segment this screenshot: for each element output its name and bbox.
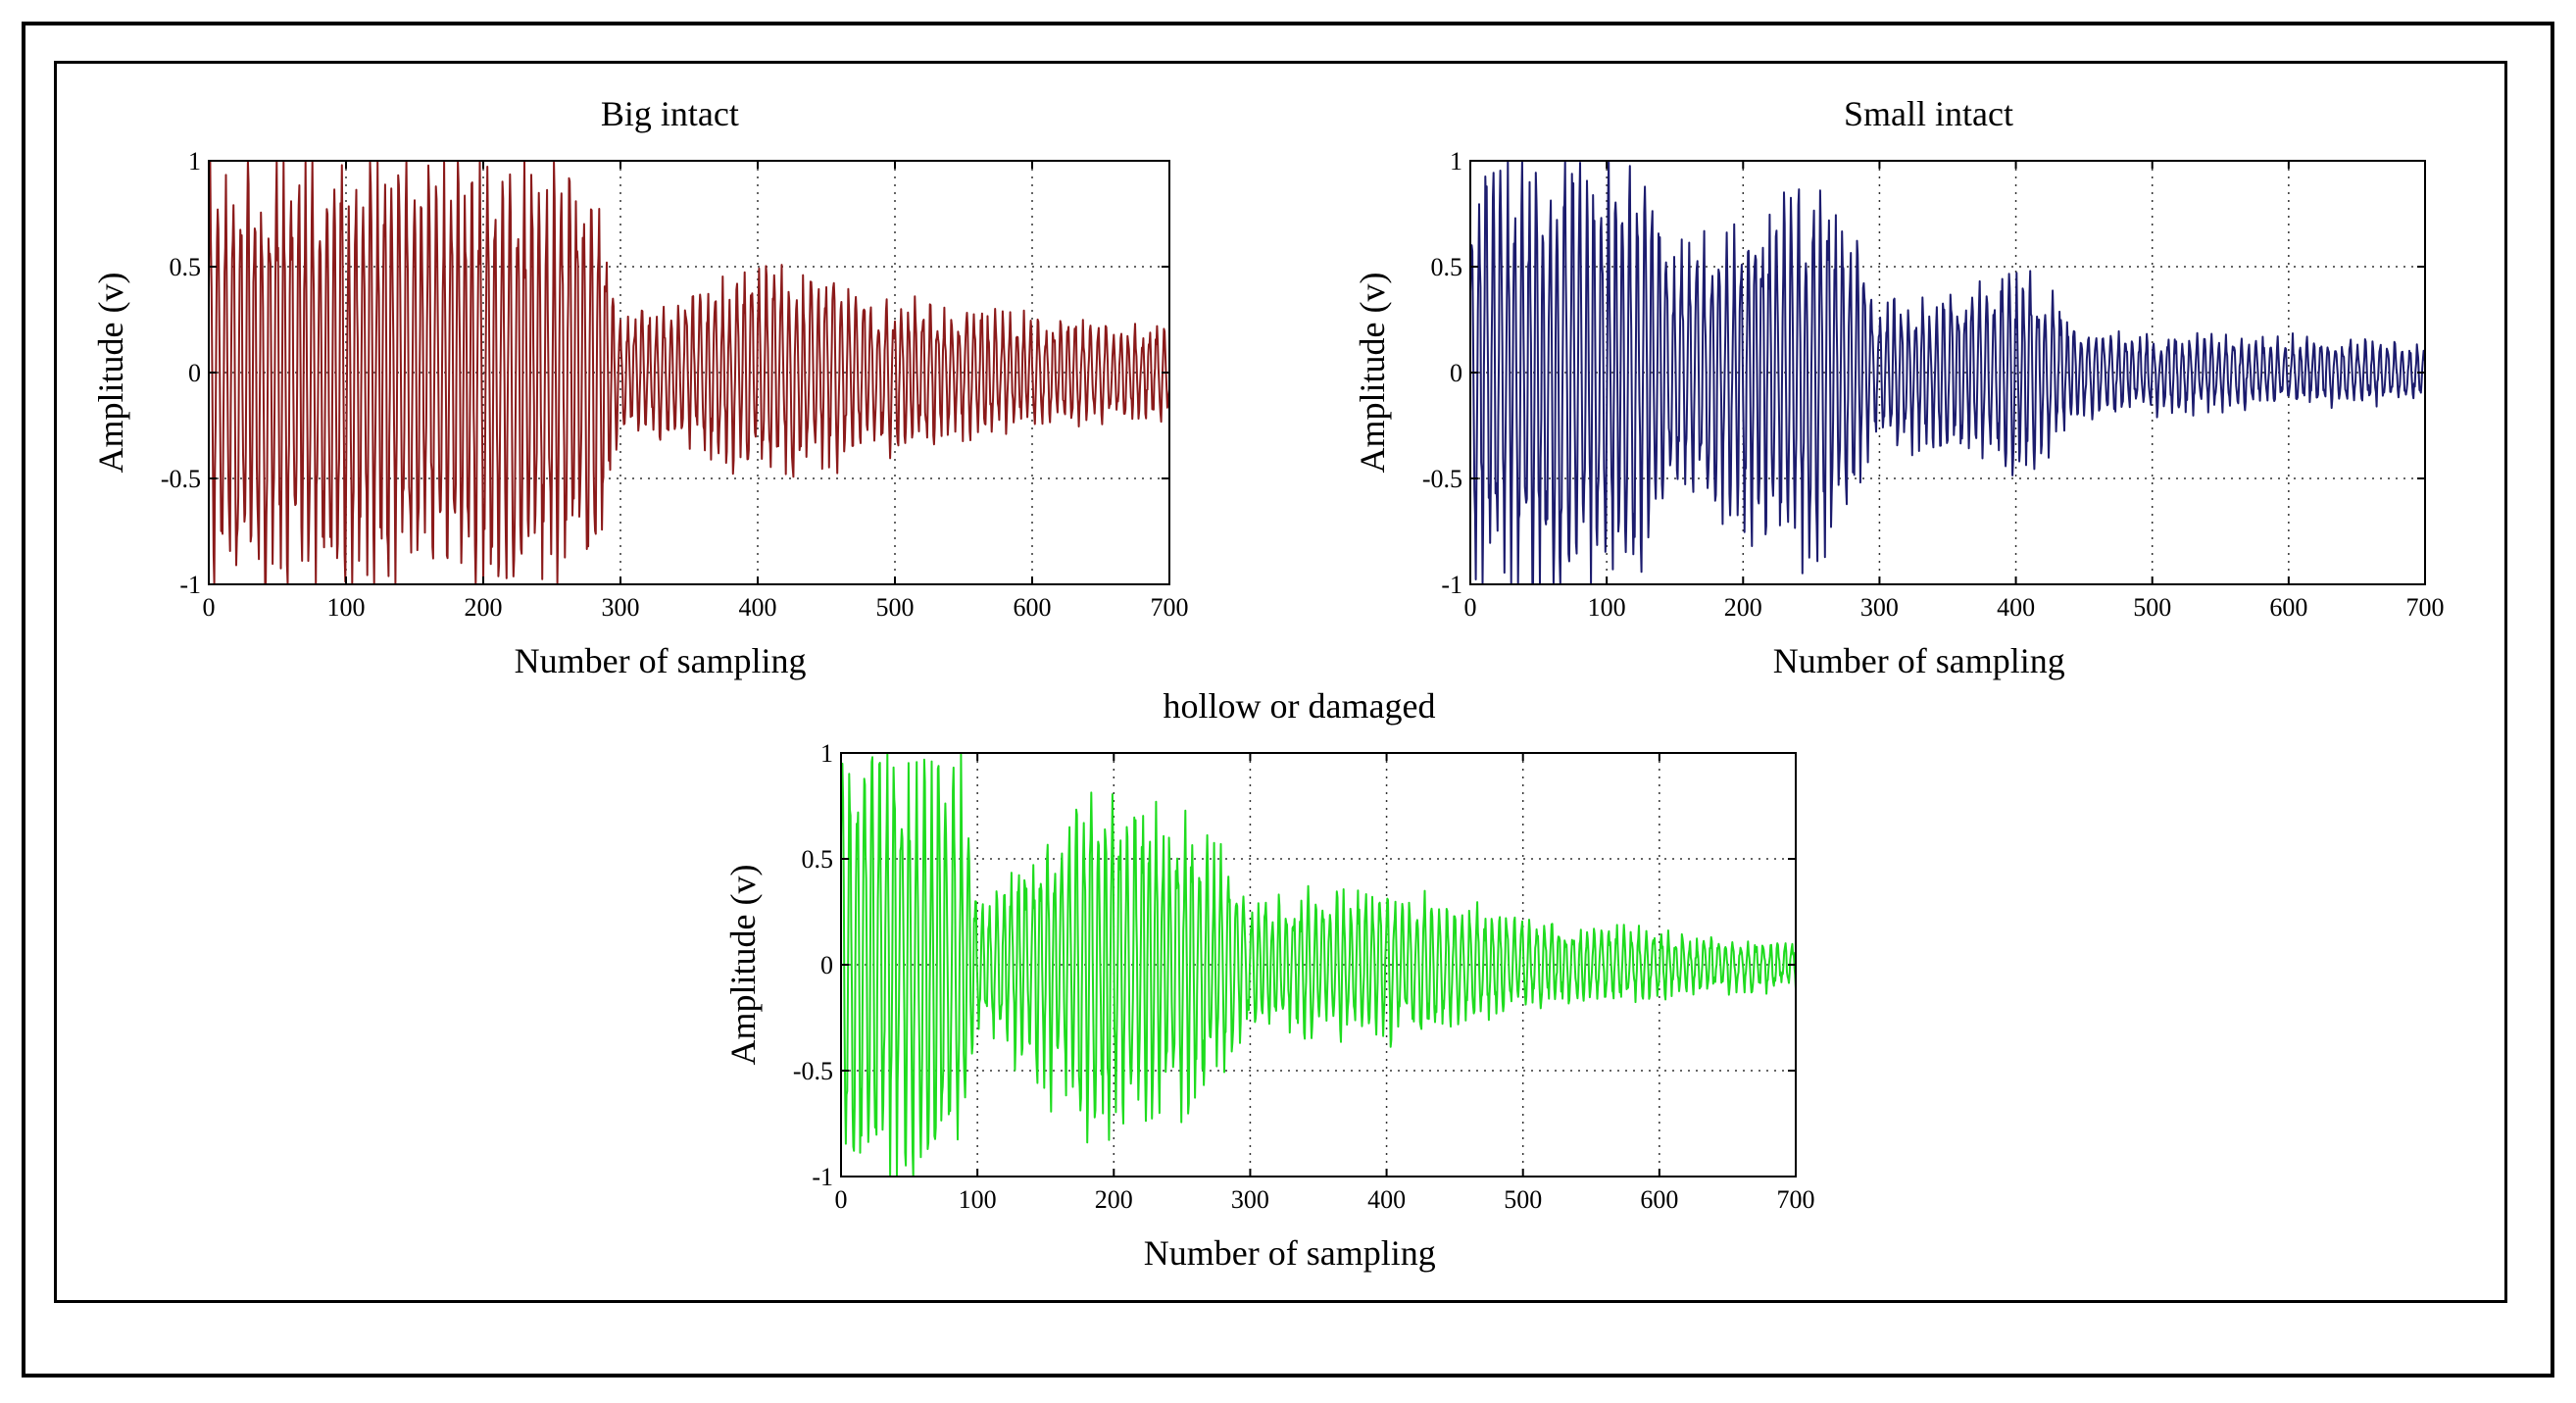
y-tick-label: 0 (820, 951, 833, 979)
chart-3: hollow or damaged 0 100 200 300 400 500 600 700 -… (723, 686, 1815, 1273)
x-tick-label: 0 (203, 593, 216, 622)
x-tick-label: 100 (959, 1185, 997, 1214)
series-line (840, 752, 1797, 1178)
x-tick-label: 200 (1724, 593, 1762, 622)
x-tick-label: 400 (1997, 593, 2035, 622)
x-tick-label: 500 (1504, 1185, 1542, 1214)
x-tick-label: 0 (1464, 593, 1477, 622)
series-line (208, 160, 1170, 585)
chart-title: Big intact (601, 94, 739, 133)
y-axis-label: Amplitude (v) (723, 865, 763, 1066)
y-tick-label: -1 (1441, 571, 1462, 599)
x-tick-label: 400 (1367, 1185, 1406, 1214)
y-tick-label: -0.5 (1422, 465, 1462, 493)
x-tick-label: 700 (1777, 1185, 1815, 1214)
x-tick-label: 600 (1640, 1185, 1678, 1214)
y-tick-label: 0 (188, 359, 201, 387)
chart-title: hollow or damaged (1164, 686, 1436, 726)
x-tick-label: 300 (1231, 1185, 1269, 1214)
x-tick-label: 600 (2269, 593, 2307, 622)
x-axis-label: Number of sampling (1144, 1233, 1436, 1273)
x-tick-label: 700 (1151, 593, 1189, 622)
y-tick-label: 0.5 (170, 253, 202, 281)
y-tick-label: 1 (820, 739, 833, 768)
y-tick-label: -0.5 (161, 465, 201, 493)
x-tick-label: 300 (602, 593, 640, 622)
x-tick-label: 100 (327, 593, 366, 622)
x-tick-label: 0 (835, 1185, 848, 1214)
y-tick-label: 0 (1450, 359, 1462, 387)
x-tick-label: 700 (2406, 593, 2445, 622)
y-tick-label: 0.5 (1431, 253, 1463, 281)
x-tick-label: 300 (1860, 593, 1899, 622)
chart-title: Small intact (1844, 94, 2013, 133)
chart-1: Big intact 0 100 200 300 400 500 600 700 -1 -0.5 0 0… (91, 94, 1189, 680)
y-tick-label: -1 (179, 571, 201, 599)
y-tick-label: 1 (188, 147, 201, 175)
x-axis-label: Number of sampling (1773, 641, 2065, 680)
y-axis-label: Amplitude (v) (1353, 273, 1392, 474)
inner-frame (54, 61, 2507, 1303)
x-tick-label: 500 (876, 593, 915, 622)
x-tick-label: 200 (465, 593, 503, 622)
series-line (1469, 160, 2426, 585)
x-tick-label: 100 (1588, 593, 1626, 622)
y-tick-label: 1 (1450, 147, 1462, 175)
x-axis-label: Number of sampling (515, 641, 807, 680)
y-axis-label: Amplitude (v) (91, 273, 130, 474)
y-tick-label: -1 (812, 1163, 833, 1191)
x-tick-label: 500 (2133, 593, 2171, 622)
outer-frame (22, 22, 2554, 1378)
chart-2: Small intact 0 100 200 300 400 500 600 700 -1 -0.5… (1353, 94, 2445, 680)
x-tick-label: 400 (739, 593, 777, 622)
y-tick-label: 0.5 (802, 845, 834, 874)
x-tick-label: 600 (1014, 593, 1052, 622)
x-tick-label: 200 (1095, 1185, 1133, 1214)
y-tick-label: -0.5 (793, 1057, 833, 1085)
